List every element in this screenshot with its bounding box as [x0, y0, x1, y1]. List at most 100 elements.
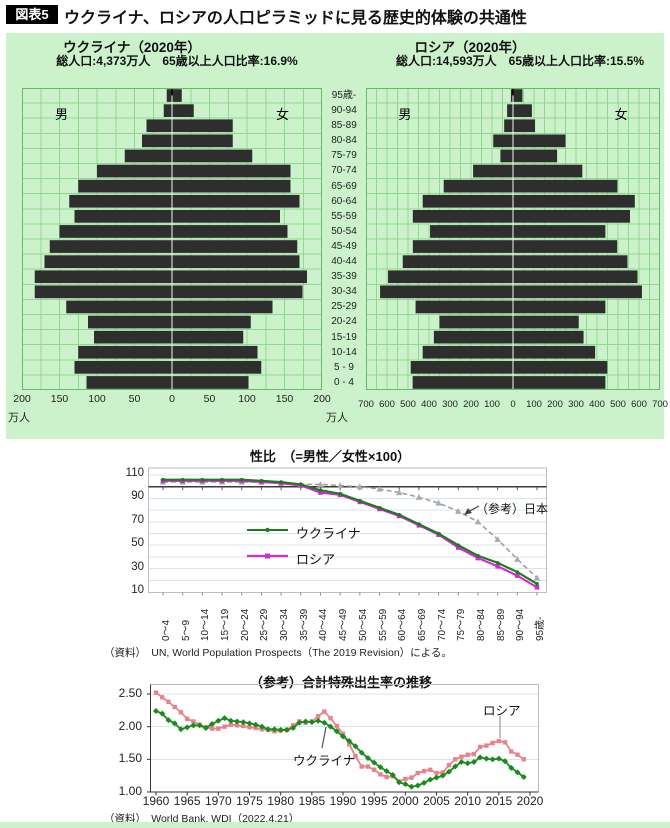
male-bar — [49, 240, 172, 253]
ukraine-marker — [483, 755, 490, 762]
age-group-label: 70-74 — [331, 165, 357, 177]
ukraine-marker — [508, 764, 515, 771]
ukraine-marker — [234, 718, 241, 725]
ukraine-marker — [200, 477, 205, 482]
russia-marker — [477, 744, 483, 750]
female-bar — [513, 149, 558, 163]
age-group-label: 0 - 4 — [333, 376, 354, 388]
fertility-x-tick: 2015 — [485, 794, 513, 808]
ukraine-marker — [414, 782, 421, 789]
ukraine-marker — [464, 760, 471, 767]
fertility-x-tick: 1970 — [204, 794, 232, 808]
series-label-ukraine: ウクライナ — [293, 754, 356, 768]
sex-ratio-x-tick: 95歳- — [534, 616, 546, 641]
female-bar — [513, 194, 635, 208]
fertility-y-tick: 1.50 — [118, 751, 142, 766]
ukraine-marker — [315, 717, 322, 724]
russia-marker — [515, 752, 520, 757]
plot-border — [148, 467, 547, 593]
ukraine-marker — [383, 768, 390, 775]
ukraine-marker — [153, 707, 159, 714]
female-bar — [513, 225, 606, 238]
fertility-x-tick: 1960 — [142, 794, 170, 808]
russia-axis-tick: 200 — [547, 399, 563, 410]
ukraine-marker — [227, 717, 234, 724]
ukraine-marker — [477, 754, 484, 761]
plot-border — [22, 88, 322, 390]
female-bar — [172, 270, 307, 284]
ukraine-marker — [202, 724, 209, 731]
ukraine-marker — [408, 783, 415, 790]
male-bar — [500, 149, 513, 163]
female-bar — [513, 240, 618, 253]
russia-axis-tick: 600 — [379, 399, 395, 410]
japan-marker — [533, 574, 541, 581]
ukraine-marker — [302, 718, 309, 725]
sex-ratio-x-tick: 80～84 — [475, 608, 487, 641]
male-bar — [69, 194, 172, 208]
russia-marker — [440, 770, 445, 775]
russia-marker — [191, 719, 196, 724]
female-bar — [172, 330, 244, 344]
japan-marker — [455, 507, 462, 514]
ukraine-marker — [271, 726, 278, 733]
japan-marker — [396, 489, 403, 496]
sex-ratio-x-tick: 55～59 — [377, 608, 389, 641]
ukraine-chart-stats: 総人口:4,373万人 65歳以上人口比率:16.9% — [56, 54, 298, 68]
russia-marker — [241, 723, 246, 729]
russia-marker — [452, 757, 458, 762]
sex-ratio-x-tick: 0～4 — [161, 619, 172, 641]
female-bar — [172, 225, 288, 238]
ukraine-axis-tick: 100 — [88, 393, 106, 405]
male-bar — [166, 89, 172, 102]
russia-marker — [365, 764, 371, 769]
sex-ratio-y-tick: 30 — [131, 560, 144, 573]
male-bar — [59, 225, 172, 238]
age-group-label: 75-79 — [331, 150, 357, 162]
female-bar — [513, 89, 523, 102]
ukraine-marker — [308, 719, 315, 726]
fertility-y-tick: 2.00 — [118, 718, 142, 733]
ukraine-marker — [338, 491, 342, 496]
ukraine-line — [163, 478, 538, 585]
male-bar — [504, 119, 513, 133]
fertility-chart — [147, 684, 539, 796]
japan-marker — [514, 555, 521, 562]
legend-marker-ukraine — [265, 527, 270, 533]
russia-marker — [216, 726, 221, 731]
female-bar — [513, 210, 630, 223]
russia-marker — [502, 740, 508, 745]
male-bar — [443, 179, 513, 193]
sex-ratio-x-tick: 10～14 — [200, 608, 212, 641]
ukraine-axis-tick: 150 — [50, 393, 69, 405]
russia-marker — [484, 743, 489, 748]
age-group-label: 50-54 — [331, 225, 357, 237]
ukraine-marker — [427, 776, 434, 783]
sex-ratio-x-tick: 60～64 — [397, 608, 409, 641]
ukraine-axis-tick: 200 — [313, 393, 331, 405]
unit-label-right: 万人 — [326, 412, 348, 424]
ukraine-marker — [177, 726, 184, 733]
ukraine-marker — [535, 582, 539, 586]
male-side-label: 男 — [398, 107, 411, 122]
russia-chart-stats: 総人口:14,593万人 65歳以上人口比率:15.5% — [395, 54, 645, 68]
russia-axis-tick: 400 — [421, 399, 437, 410]
sex-ratio-x-tick: 90～94 — [515, 608, 527, 641]
russia-marker — [415, 770, 420, 776]
russia-marker — [434, 770, 439, 776]
male-bar — [412, 376, 513, 389]
ukraine-marker — [296, 719, 303, 726]
japan-marker — [494, 535, 501, 542]
legend-label-russia: ロシア — [296, 552, 336, 567]
ukraine-marker — [417, 522, 421, 526]
figure-badge: 図表5 — [6, 5, 58, 24]
legend-marker-russia — [265, 553, 270, 559]
male-bar — [402, 255, 513, 268]
sex-ratio-y-tick: 10 — [131, 584, 144, 596]
male-bar — [78, 345, 172, 359]
male-bar — [34, 270, 172, 284]
japan-marker — [474, 518, 482, 525]
female-bar — [513, 345, 596, 359]
fertility-x-tick: 2005 — [423, 794, 450, 808]
fertility-title: （参考）合計特殊出生率の推移 — [249, 675, 433, 690]
